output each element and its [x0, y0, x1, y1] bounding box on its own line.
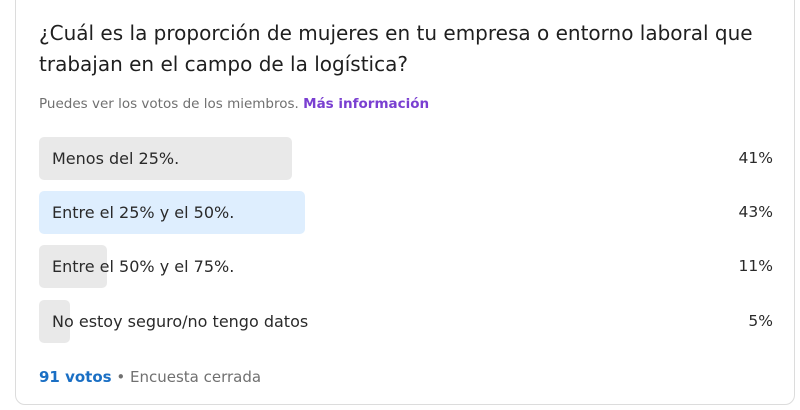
poll-option: Entre el 25% y el 50%. 43%: [39, 191, 779, 234]
more-info-link[interactable]: Más información: [303, 96, 430, 112]
poll-footer: 91 votos • Encuesta cerrada: [39, 368, 261, 386]
poll-option: Entre el 50% y el 75%. 11%: [39, 245, 779, 288]
option-label: Entre el 25% y el 50%.: [52, 203, 235, 222]
result-bar: [39, 191, 305, 234]
result-bar: [39, 137, 293, 180]
poll-option: No estoy seguro/no tengo datos 5%: [39, 300, 779, 343]
visibility-note: Puedes ver los votos de los miembros. Má…: [39, 96, 429, 112]
result-bar: [39, 245, 107, 288]
visibility-text: Puedes ver los votos de los miembros.: [39, 96, 299, 112]
poll-status: Encuesta cerrada: [130, 368, 262, 386]
poll-question: ¿Cuál es la proporción de mujeres en tu …: [39, 21, 753, 76]
option-percent: 43%: [738, 203, 773, 221]
option-label: No estoy seguro/no tengo datos: [52, 312, 309, 331]
option-label: Menos del 25%.: [52, 149, 180, 168]
votes-count-link[interactable]: 91 votos: [39, 368, 112, 386]
result-bar: [39, 300, 70, 343]
option-percent: 5%: [748, 312, 773, 330]
option-label: Entre el 50% y el 75%.: [52, 257, 235, 276]
option-percent: 41%: [738, 149, 773, 167]
poll-option: Menos del 25%. 41%: [39, 137, 779, 180]
option-percent: 11%: [738, 257, 773, 275]
separator: •: [116, 368, 126, 386]
